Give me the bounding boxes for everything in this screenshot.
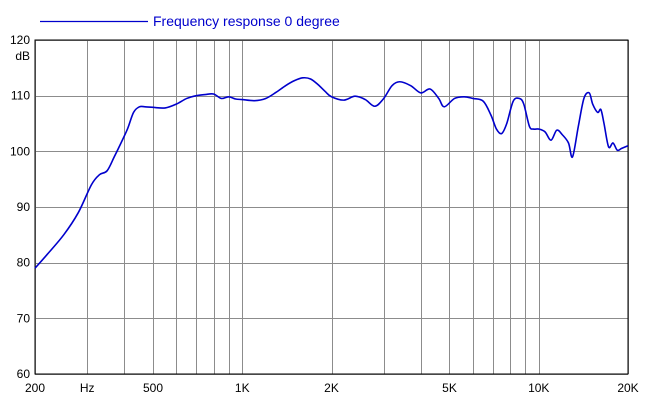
y-tick-label: 120: [10, 33, 30, 47]
x-tick-label: 1K: [235, 381, 250, 395]
legend: Frequency response 0 degree: [40, 13, 340, 29]
x-tick-label: 500: [143, 381, 163, 395]
legend-label: Frequency response 0 degree: [153, 13, 340, 29]
x-tick-label: 200: [25, 381, 45, 395]
x-tick-label: 20K: [617, 381, 638, 395]
y-unit-label: dB: [15, 49, 30, 63]
x-tick-label: Hz: [80, 381, 95, 395]
grid-layer: [35, 40, 629, 375]
x-tick-label: 10K: [528, 381, 549, 395]
y-tick-label: 110: [11, 89, 30, 103]
x-tick-label: 5K: [442, 381, 457, 395]
y-tick-label: 70: [17, 311, 31, 325]
tick-layer: 60 70 80 90 100 110 120 200 Hz 500 1K 2K 5K 10K 20K: [10, 33, 639, 395]
series-line: [34, 76, 629, 269]
y-tick-label: 90: [17, 200, 31, 214]
y-tick-label: 100: [10, 144, 30, 158]
series-layer: [34, 76, 629, 269]
x-tick-label: 2K: [324, 381, 339, 395]
y-tick-label: 80: [17, 256, 31, 270]
plot-frame: [34, 39, 629, 375]
y-tick-label: 60: [17, 367, 31, 381]
